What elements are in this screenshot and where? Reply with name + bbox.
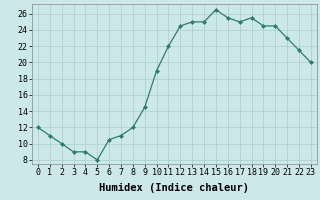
X-axis label: Humidex (Indice chaleur): Humidex (Indice chaleur): [100, 183, 249, 193]
